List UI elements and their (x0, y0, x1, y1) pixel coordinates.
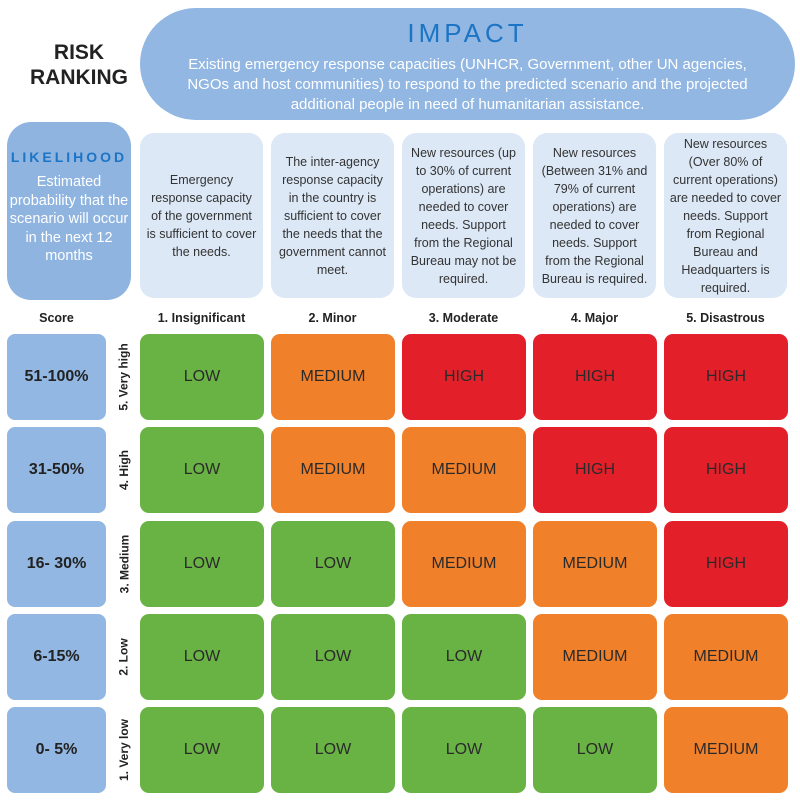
risk-cell-low: LOW (140, 707, 264, 793)
likelihood-level-label: 5. Very high (110, 334, 138, 420)
risk-cell-low: LOW (271, 521, 395, 607)
likelihood-level-text: 4. High (117, 449, 132, 491)
risk-cell-low: LOW (402, 707, 526, 793)
likelihood-level-label: 2. Low (110, 614, 138, 700)
likelihood-score: 6-15% (7, 614, 106, 700)
score-header: Score (39, 311, 74, 325)
risk-cell-low: LOW (271, 707, 395, 793)
likelihood-level-text: 5. Very high (117, 343, 132, 411)
likelihood-score: 51-100% (7, 334, 106, 420)
impact-title: IMPACT (407, 18, 528, 48)
impact-description: Existing emergency response capacities (… (187, 56, 748, 113)
impact-column-label: 1. Insignificant (157, 311, 246, 325)
risk-cell-high: HIGH (533, 334, 657, 420)
risk-cell-medium: MEDIUM (402, 427, 526, 513)
likelihood-header: LIKELIHOOD Estimated probability that th… (7, 122, 131, 300)
risk-cell-medium: MEDIUM (533, 614, 657, 700)
risk-cell-medium: MEDIUM (664, 614, 788, 700)
risk-cell-low: LOW (271, 614, 395, 700)
likelihood-score: 16- 30% (7, 521, 106, 607)
risk-cell-medium: MEDIUM (664, 707, 788, 793)
likelihood-level-label: 1. Very low (110, 707, 138, 793)
impact-column-label: 3. Moderate (428, 311, 499, 325)
risk-cell-low: LOW (140, 521, 264, 607)
impact-column-label: 4. Major (570, 311, 619, 325)
risk-cell-high: HIGH (664, 427, 788, 513)
impact-column-description: The inter-agency response capacity in th… (271, 133, 394, 298)
risk-cell-high: HIGH (664, 334, 788, 420)
risk-cell-medium: MEDIUM (271, 427, 395, 513)
likelihood-level-label: 3. Medium (110, 521, 138, 607)
risk-cell-high: HIGH (664, 521, 788, 607)
risk-cell-low: LOW (140, 614, 264, 700)
likelihood-level-label: 4. High (110, 427, 138, 513)
risk-cell-low: LOW (140, 334, 264, 420)
risk-ranking-title: RISK RANKING (30, 41, 128, 89)
likelihood-level-text: 3. Medium (117, 534, 131, 594)
impact-column-description: New resources (Between 31% and 79% of cu… (533, 133, 656, 298)
risk-cell-low: LOW (533, 707, 657, 793)
likelihood-title: LIKELIHOOD (10, 149, 128, 165)
impact-column-description: Emergency response capacity of the gover… (140, 133, 263, 298)
impact-column-description: New resources (Over 80% of current opera… (664, 133, 787, 298)
risk-cell-low: LOW (402, 614, 526, 700)
likelihood-score: 0- 5% (7, 707, 106, 793)
risk-cell-high: HIGH (533, 427, 657, 513)
impact-header: IMPACT Existing emergency response capac… (140, 8, 795, 120)
likelihood-description: Estimated probability that the scenario … (9, 174, 129, 264)
risk-cell-high: HIGH (402, 334, 526, 420)
risk-cell-medium: MEDIUM (533, 521, 657, 607)
risk-cell-medium: MEDIUM (402, 521, 526, 607)
risk-cell-medium: MEDIUM (271, 334, 395, 420)
likelihood-level-text: 2. Low (117, 638, 131, 676)
likelihood-level-text: 1. Very low (117, 718, 132, 782)
impact-column-description: New resources (up to 30% of current oper… (402, 133, 525, 298)
impact-column-label: 2. Minor (308, 311, 357, 325)
impact-column-label: 5. Disastrous (686, 311, 765, 325)
risk-cell-low: LOW (140, 427, 264, 513)
likelihood-score: 31-50% (7, 427, 106, 513)
